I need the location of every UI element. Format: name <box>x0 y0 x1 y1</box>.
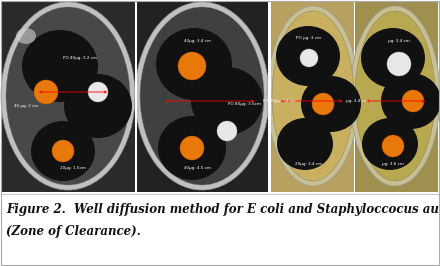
Ellipse shape <box>16 28 36 44</box>
Ellipse shape <box>6 7 130 185</box>
Ellipse shape <box>64 74 132 138</box>
Ellipse shape <box>301 76 361 132</box>
Text: PO µg: 3 cm: PO µg: 3 cm <box>297 36 322 40</box>
Bar <box>135 2 137 192</box>
Ellipse shape <box>135 2 269 190</box>
Text: 20µg: 1.5cm: 20µg: 1.5cm <box>60 166 86 170</box>
Ellipse shape <box>52 140 74 162</box>
Ellipse shape <box>88 82 108 102</box>
Ellipse shape <box>361 28 425 88</box>
Bar <box>355 2 438 192</box>
Ellipse shape <box>180 136 204 160</box>
Text: Figure 2.  Well diffusion method for E coli and Staphyloccocus aureus: Figure 2. Well diffusion method for E co… <box>6 203 440 217</box>
Ellipse shape <box>300 49 318 67</box>
Ellipse shape <box>156 28 232 100</box>
Ellipse shape <box>381 73 440 129</box>
Ellipse shape <box>387 52 411 76</box>
Ellipse shape <box>22 30 98 102</box>
Text: µg: 3.6 cm: µg: 3.6 cm <box>382 162 404 166</box>
Ellipse shape <box>267 6 359 186</box>
Text: 40µg: 4.5 cm: 40µg: 4.5 cm <box>183 166 210 170</box>
Ellipse shape <box>382 135 404 157</box>
Bar <box>270 2 354 192</box>
Bar <box>268 2 271 192</box>
Text: µg: 3.4 cm: µg: 3.4 cm <box>346 99 368 103</box>
Text: 20µg: 3.4 cm: 20µg: 3.4 cm <box>295 162 323 166</box>
Text: PO 40µg: 3.2 cm: PO 40µg: 3.2 cm <box>63 56 97 60</box>
Ellipse shape <box>402 90 424 112</box>
Ellipse shape <box>140 7 264 185</box>
Ellipse shape <box>362 118 418 170</box>
Ellipse shape <box>217 121 237 141</box>
Ellipse shape <box>272 11 354 181</box>
Ellipse shape <box>355 11 435 181</box>
Bar <box>269 2 271 192</box>
Ellipse shape <box>158 116 226 180</box>
Text: PO 80µg: 3.5cm: PO 80µg: 3.5cm <box>227 102 260 106</box>
Text: µg: 3.4 cm: µg: 3.4 cm <box>388 39 410 43</box>
Text: 40µg: 3.4 cm: 40µg: 3.4 cm <box>183 39 210 43</box>
Ellipse shape <box>191 67 263 135</box>
Text: (Zone of Clearance).: (Zone of Clearance). <box>6 226 141 239</box>
Ellipse shape <box>31 121 95 181</box>
Ellipse shape <box>276 26 340 86</box>
Ellipse shape <box>277 118 333 170</box>
Ellipse shape <box>350 6 440 186</box>
Ellipse shape <box>312 93 334 115</box>
Ellipse shape <box>1 2 135 190</box>
Text: 40 µg: 2 cm: 40 µg: 2 cm <box>14 104 38 108</box>
Ellipse shape <box>34 80 58 104</box>
Text: PO 40µg: 3.6 cm: PO 40µg: 3.6 cm <box>263 99 295 103</box>
Bar <box>2 2 135 192</box>
Bar <box>136 2 269 192</box>
Ellipse shape <box>178 52 206 80</box>
